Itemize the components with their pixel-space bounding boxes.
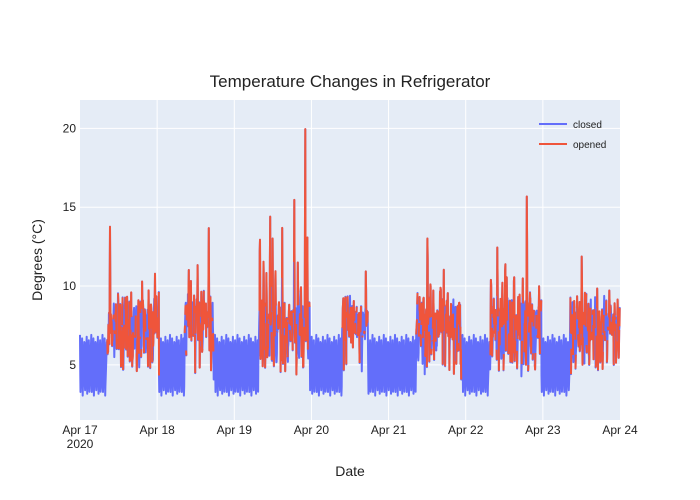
- x-tick-sublabel: 2020: [67, 437, 94, 451]
- series-layer: [79, 128, 621, 397]
- legend: closed opened: [539, 120, 606, 151]
- y-tick-label: 20: [63, 121, 77, 135]
- series-line-opened: [106, 128, 621, 380]
- y-tick-label: 15: [63, 200, 77, 214]
- x-tick-label: Apr 20: [294, 423, 330, 437]
- x-tick-label: Apr 18: [139, 423, 175, 437]
- y-tick-labels: 5 10 15 20: [63, 121, 77, 371]
- legend-label-opened: opened: [573, 140, 606, 151]
- y-tick-label: 10: [63, 279, 77, 293]
- x-tick-label: Apr 17: [62, 423, 98, 437]
- x-tick-label: Apr 22: [448, 423, 484, 437]
- y-axis-title: Degrees (°C): [29, 219, 45, 301]
- x-tick-label: Apr 21: [371, 423, 407, 437]
- x-tick-label: Apr 19: [217, 423, 253, 437]
- legend-label-closed: closed: [573, 120, 602, 131]
- grid-lines: [80, 100, 620, 420]
- x-tick-label: Apr 24: [602, 423, 638, 437]
- x-tick-label: Apr 23: [525, 423, 561, 437]
- x-axis-title: Date: [335, 463, 365, 479]
- y-tick-label: 5: [69, 358, 76, 372]
- chart-title: Temperature Changes in Refrigerator: [210, 72, 491, 91]
